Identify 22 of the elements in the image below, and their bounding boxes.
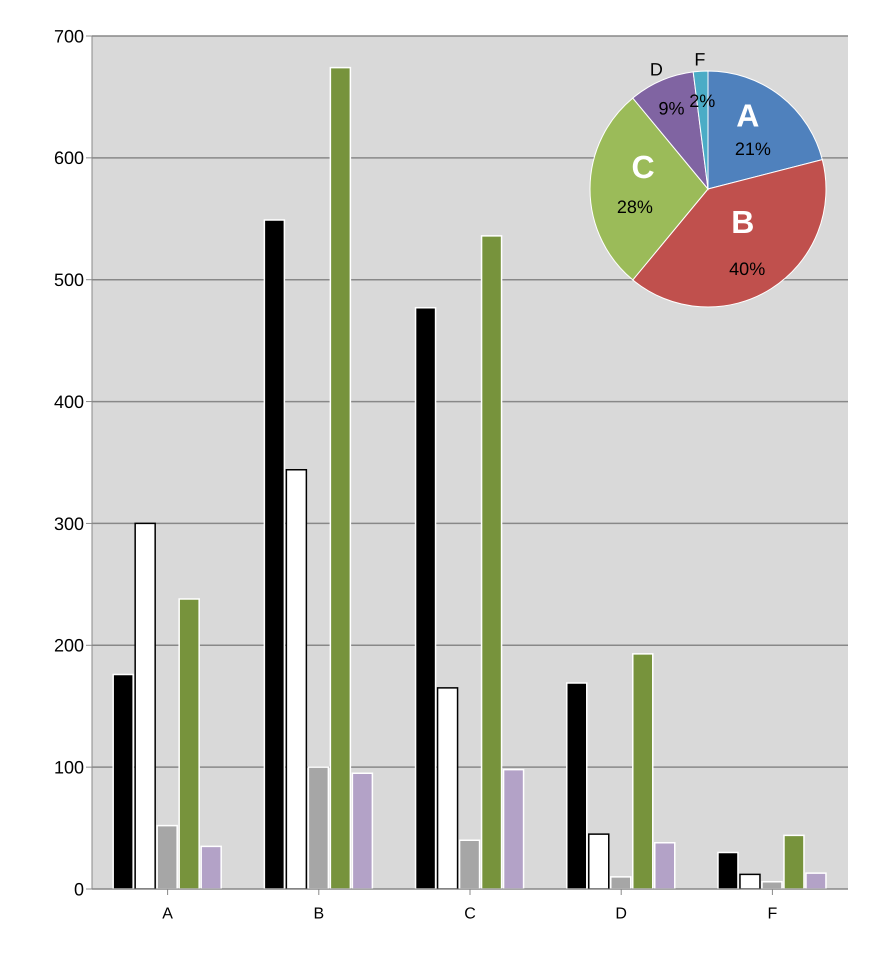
- slice-label: C: [632, 149, 655, 185]
- x-tick-label: C: [464, 905, 476, 922]
- x-tick-label: F: [768, 905, 778, 922]
- y-tick-label: 600: [54, 148, 84, 168]
- data-label: 40%: [729, 258, 766, 279]
- slice-label: F: [694, 49, 706, 70]
- y-tick-label: 400: [54, 392, 84, 412]
- y-tick-label: 200: [54, 636, 84, 656]
- x-tick-label: D: [615, 905, 627, 922]
- y-tick-label: 0: [74, 879, 84, 900]
- y-tick-label: 500: [54, 270, 84, 290]
- y-tick-label: 700: [54, 26, 84, 46]
- x-tick-label: A: [162, 905, 174, 922]
- data-label: 9%: [658, 98, 684, 119]
- x-tick-label: B: [313, 905, 324, 922]
- y-tick-label: 300: [54, 514, 84, 534]
- slice-label: D: [650, 60, 663, 80]
- data-label: 21%: [734, 139, 771, 160]
- data-label: 28%: [616, 197, 653, 217]
- y-tick-label: 100: [54, 758, 84, 778]
- slice-label: B: [731, 204, 754, 240]
- slice-label: A: [736, 98, 760, 134]
